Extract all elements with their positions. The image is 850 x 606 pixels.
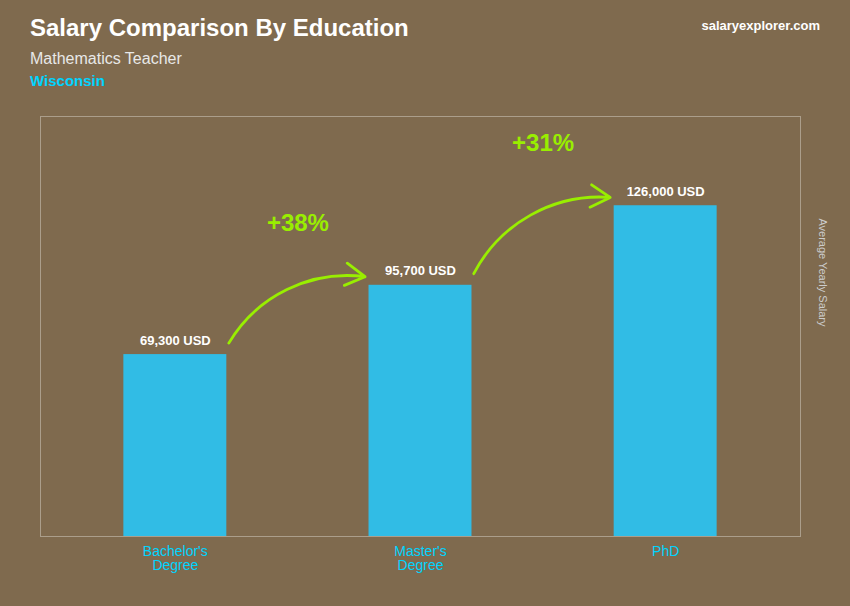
svg-text:+38%: +38% [267,209,329,236]
html-text:Wisconsin: Wisconsin [30,72,105,89]
svg-text:69,300 USD: 69,300 USD [140,333,211,348]
svg-text:Master'sDegree: Master'sDegree [394,543,446,573]
svg-text:126,000 USD: 126,000 USD [627,184,705,199]
svg-text:PhD: PhD [652,543,679,559]
html-text:salaryexplorer.com: salaryexplorer.com [701,18,820,33]
html-text:Mathematics Teacher: Mathematics Teacher [30,50,182,67]
html-text:Salary Comparison By Education: Salary Comparison By Education [30,14,409,41]
svg-text:95,700 USD: 95,700 USD [385,263,456,278]
svg-text:Average Yearly Salary: Average Yearly Salary [817,218,829,327]
svg-text:Bachelor'sDegree: Bachelor'sDegree [143,543,208,573]
svg-text:+31%: +31% [512,129,574,156]
